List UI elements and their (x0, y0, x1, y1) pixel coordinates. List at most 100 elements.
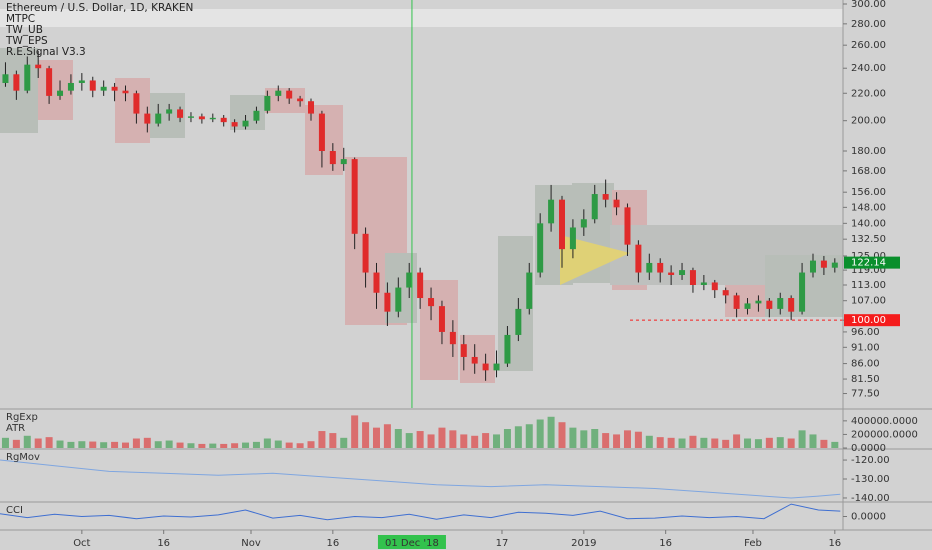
indicator-label: TW_EPS (5, 35, 48, 47)
volume-bar (765, 437, 773, 448)
candle-body (646, 262, 653, 273)
candle-body (35, 64, 42, 69)
volume-bar (329, 433, 337, 448)
volume-bar (34, 438, 42, 448)
candle-body (438, 306, 445, 332)
chart-title: Ethereum / U.S. Dollar, 1D, KRAKEN (6, 2, 193, 14)
volume-bar (45, 437, 53, 448)
candle-body (220, 117, 227, 123)
y-tick-label: 220.00 (851, 88, 886, 99)
candle-body (559, 199, 565, 250)
candle-body (799, 272, 806, 312)
volume-bar (296, 443, 304, 448)
volume-bar (645, 435, 653, 448)
candle-body (209, 117, 216, 120)
volume-bar (220, 443, 228, 448)
volume-bar (591, 429, 599, 448)
crosshair-label-box (377, 535, 446, 549)
volume-bar (176, 442, 184, 448)
y-tick-label: 180.00 (851, 146, 886, 157)
volume-bar (274, 440, 282, 448)
y-tick-label: -140.00 (851, 493, 890, 504)
x-tick-label: 16 (326, 538, 339, 549)
volume-bar (187, 443, 195, 448)
volume-bar (580, 430, 588, 448)
candle-body (340, 159, 347, 165)
candle-body (449, 331, 456, 345)
volume-bar (482, 433, 490, 448)
volume-bar (67, 441, 75, 448)
candle-body (166, 109, 173, 114)
price-label: 100.00 (851, 315, 886, 326)
candle-body (809, 260, 816, 273)
y-tick-label: 119.00 (851, 265, 886, 276)
candle-body (384, 292, 391, 312)
x-tick-label: Oct (73, 538, 90, 549)
volume-bar (536, 419, 544, 448)
volume-bar (78, 441, 86, 448)
candle-body (624, 207, 631, 245)
volume-bar (100, 442, 108, 448)
crosshair-label: 01 Dec '18 (385, 538, 439, 549)
candle-body (329, 151, 336, 165)
candle-body (122, 90, 129, 94)
zone (115, 78, 150, 143)
candle-body (493, 363, 500, 371)
candle-body (744, 303, 751, 309)
y-tick-label: 86.00 (851, 359, 880, 370)
candle-body (187, 116, 194, 118)
candle-body (482, 363, 489, 371)
candle-body (613, 199, 620, 208)
candle-body (406, 272, 413, 288)
volume-bar (165, 440, 173, 448)
volume-bar (405, 433, 413, 448)
volume-bar (514, 426, 522, 448)
indicator-label: TW_UB (5, 24, 43, 36)
candle-body (46, 68, 53, 96)
volume-bar (1, 437, 9, 448)
y-tick-label: 96.00 (851, 327, 880, 338)
y-tick-label: 168.00 (851, 166, 886, 177)
volume-bar (121, 442, 129, 448)
volume-bar (493, 434, 501, 448)
volume-bar (427, 434, 435, 448)
volume-bar (722, 439, 730, 448)
y-tick-label: -120.00 (851, 455, 890, 466)
x-tick-label: 16 (157, 538, 170, 549)
volume-bar (23, 435, 31, 448)
volume-bar (820, 439, 828, 448)
candle-body (24, 64, 31, 91)
candle-body (831, 262, 838, 268)
candle-body (460, 344, 467, 357)
volume-bar (656, 437, 664, 448)
candle-body (700, 282, 707, 286)
candle-body (297, 98, 304, 102)
volume-bar (449, 430, 457, 448)
candle-body (668, 272, 675, 275)
volume-bar (394, 429, 402, 448)
candle-body (177, 109, 184, 118)
volume-bar (569, 427, 577, 448)
volume-bar (525, 424, 533, 448)
volume-bar (143, 437, 151, 448)
y-tick-label: 400000.0000 (851, 416, 918, 427)
volume-bar (711, 438, 719, 448)
y-tick-label: 125.00 (851, 251, 886, 262)
candle-body (2, 74, 9, 83)
volume-bar (231, 443, 239, 448)
candle-body (133, 93, 140, 114)
candle-body (111, 86, 118, 91)
volume-bar (602, 433, 610, 448)
indicator-line (0, 459, 841, 499)
price-label: 122.14 (851, 258, 886, 269)
candle-body (526, 272, 533, 309)
candle-body (657, 262, 664, 273)
candle-body (548, 199, 555, 224)
y-tick-label: 91.00 (851, 342, 880, 353)
volume-bar (318, 431, 326, 448)
y-tick-label: 140.00 (851, 218, 886, 229)
y-tick-label: 148.00 (851, 202, 886, 213)
volume-bar (678, 438, 686, 448)
y-tick-label: -130.00 (851, 474, 890, 485)
